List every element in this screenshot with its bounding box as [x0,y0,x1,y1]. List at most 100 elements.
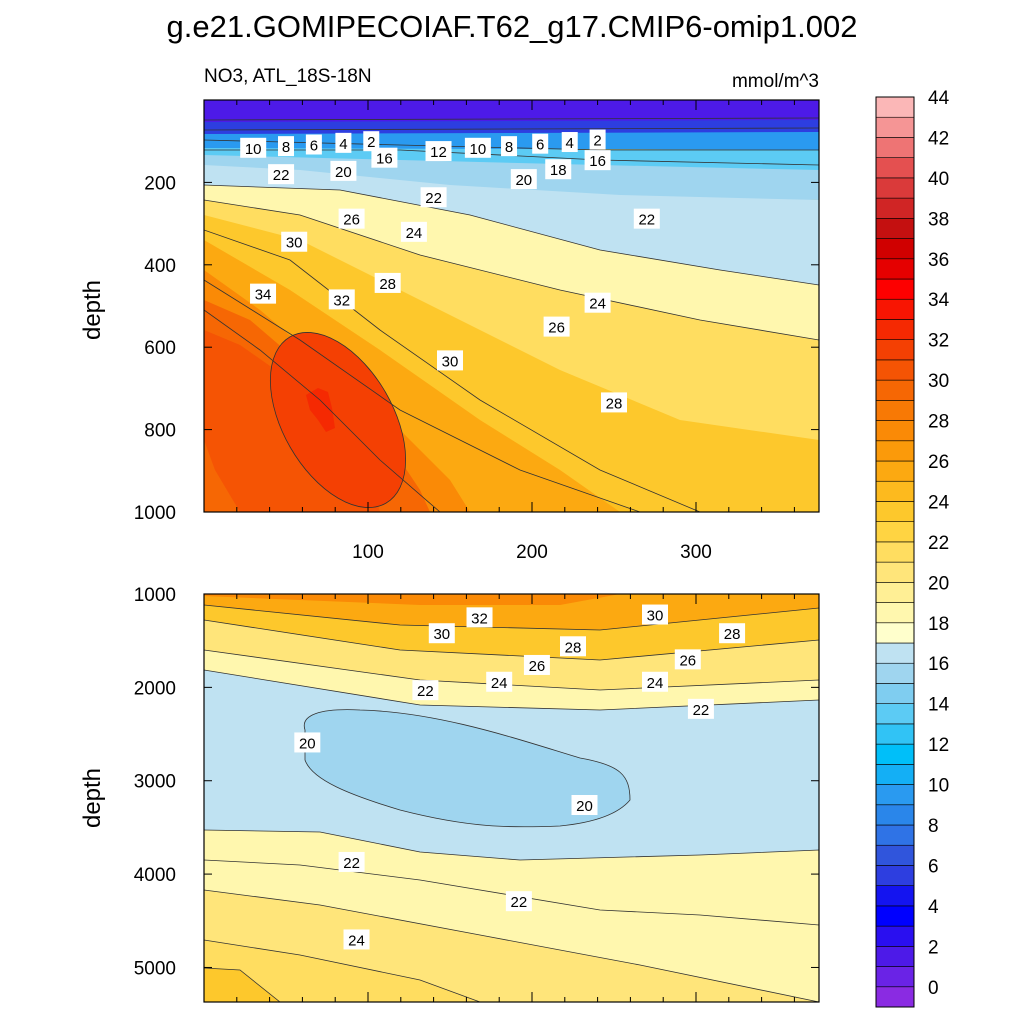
contour-line [204,139,819,151]
svg-text:30: 30 [433,626,450,643]
contour-label: 20 [571,795,598,816]
svg-text:12: 12 [430,144,447,161]
svg-text:2: 2 [593,133,601,150]
colorbar-label: 14 [928,695,950,716]
contour-line [269,332,407,508]
contour-label: 16 [371,147,398,168]
contour-line [204,229,701,512]
contour-label: 22 [338,851,365,872]
colorbar-segment [875,420,915,442]
svg-text:30: 30 [647,608,664,625]
contour-label: 22 [687,698,714,719]
contour-label: 28 [601,392,627,413]
colorbar-segment [875,116,915,138]
colorbar-segment [875,764,915,785]
colorbar-segment [875,642,915,664]
contour-line [204,939,481,1002]
contour-label: 30 [642,604,668,625]
contour-label: 26 [543,316,570,337]
contour-label: 32 [466,607,493,628]
y-tick-label: 2000 [134,678,176,699]
svg-text:30: 30 [442,353,459,370]
contour-label: 30 [281,231,308,252]
contour-fill-22-region [204,650,819,710]
colorbar-label: 0 [928,978,939,999]
contour-label: 32 [328,289,355,310]
y-tick-label: 600 [144,338,176,359]
svg-text:8: 8 [282,139,290,156]
colorbar-segment [875,986,915,1008]
colorbar-segment [875,946,915,967]
svg-text:10: 10 [245,141,262,158]
colorbar-segment [875,197,915,219]
contour-label: 6 [305,134,322,155]
contour-line [204,199,819,341]
lower-contour-labels: 32 30 30 28 28 26 26 24 24 22 22 20 20 22 22 24 [294,604,746,950]
contour-label: 10 [464,137,491,158]
colorbar-label: 16 [928,654,949,675]
colorbar-segment [875,379,915,401]
contour-label: 2 [363,131,380,152]
contour-label: 30 [437,350,463,371]
colorbar-segment [875,844,915,866]
svg-text:18: 18 [550,162,567,179]
lower-axis-ticks: 1000 2000 3000 4000 5000 [134,585,819,1002]
colorbar-segment [875,96,915,118]
svg-text:26: 26 [343,212,360,229]
contour-label: 6 [532,133,549,154]
svg-text:16: 16 [589,153,606,170]
colorbar-segment [875,925,915,947]
colorbar-label: 4 [928,897,939,918]
contour-label: 22 [505,891,532,912]
contour-line [204,149,819,166]
svg-text:24: 24 [348,932,365,949]
contour-line [303,709,631,828]
contour-label: 26 [338,208,365,229]
colorbar-segment [875,460,915,482]
svg-text:26: 26 [548,320,565,337]
colorbar-label: 42 [928,128,949,149]
contour-label: 18 [545,159,572,180]
colorbar-segment [875,703,915,725]
contour-label: 22 [420,187,447,208]
contour-label: 28 [374,272,401,293]
svg-text:24: 24 [406,225,423,242]
svg-text:20: 20 [299,735,316,752]
colorbar-label: 40 [928,169,949,190]
colorbar-segment [875,804,915,826]
lower-y-axis-label: depth [79,768,106,828]
y-tick-label: 800 [144,421,176,442]
contour-line [204,829,819,861]
colorbar-segment [875,319,915,340]
svg-text:22: 22 [638,212,655,229]
colorbar-segment [875,278,915,300]
colorbar-label: 26 [928,452,949,473]
contour-label: 30 [428,623,455,644]
svg-text:22: 22 [273,167,290,184]
contour-line [204,184,819,286]
colorbar-segment [875,298,915,320]
colorbar-segment [875,157,915,179]
contour-label: 4 [561,132,578,153]
contour-line [204,604,819,631]
colorbar-label: 32 [928,331,949,352]
contour-fill-2-region [204,100,819,122]
contour-fill-20-region [304,709,630,827]
contour-label: 24 [343,929,370,950]
colorbar-segment [875,400,915,421]
contour-label: 34 [250,283,277,304]
lower-panel: 1000 2000 3000 4000 5000 32 30 30 28 28 26 26 24 24 2… [79,585,820,1003]
y-tick-label: 1000 [134,503,176,524]
svg-text:28: 28 [724,626,741,643]
svg-text:10: 10 [470,141,487,158]
colorbar-segment [875,865,915,886]
contour-label: 24 [400,221,427,242]
contour-line [204,889,819,1002]
colorbar-label: 28 [928,412,949,433]
colorbar-segment [875,602,915,624]
colorbar-segment [875,743,915,765]
colorbar-segment [875,905,915,927]
colorbar-label: 30 [928,371,949,392]
colorbar-label: 12 [928,735,949,756]
